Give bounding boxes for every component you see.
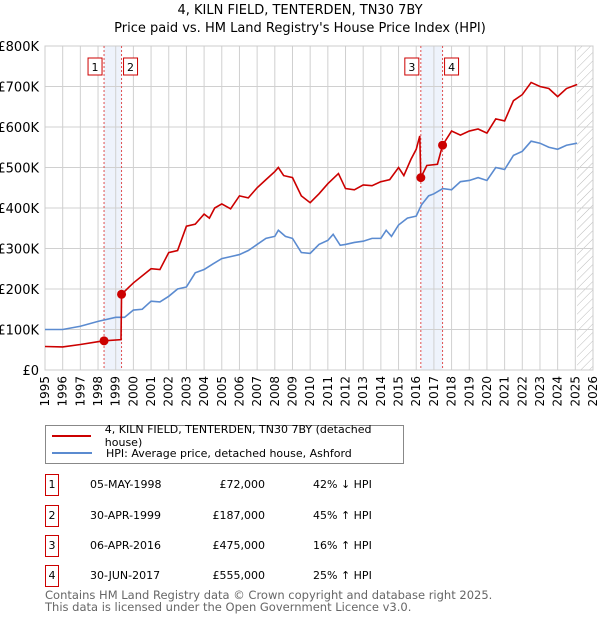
- x-tick-label: 2015: [392, 376, 406, 407]
- x-tick-label: 2013: [356, 376, 370, 407]
- transaction-number: 1: [45, 474, 59, 496]
- x-tick-label: 2011: [321, 376, 335, 407]
- y-tick-label: £0: [22, 364, 39, 379]
- y-tick-label: £200K: [0, 283, 39, 298]
- x-tick-label: 1995: [38, 376, 52, 407]
- x-tick-label: 2026: [586, 376, 600, 407]
- legend: 4, KILN FIELD, TENTERDEN, TN30 7BY (deta…: [45, 423, 404, 464]
- transaction-number: 2: [45, 505, 59, 527]
- sale-point: [117, 289, 127, 299]
- legend-property: 4, KILN FIELD, TENTERDEN, TN30 7BY (deta…: [104, 423, 372, 449]
- x-tick-label: 2022: [515, 376, 529, 407]
- legend-blue-line: [52, 452, 92, 454]
- transaction-date: 05-MAY-1998: [90, 478, 162, 491]
- x-tick-label: 2001: [144, 376, 158, 407]
- x-tick-label: 2004: [197, 376, 211, 407]
- x-tick-label: 2008: [268, 376, 282, 407]
- price-chart: 1995 1996 1997 1998 1999 2000 2001 2002 2003 2004…: [0, 40, 600, 407]
- transaction-date: 06-APR-2016: [90, 539, 162, 552]
- footer: Contains HM Land Registry data © Crown c…: [45, 589, 492, 613]
- x-tick-label: 2014: [374, 376, 388, 407]
- x-tick-label: 1998: [91, 376, 105, 407]
- sale-label: 3: [408, 61, 415, 74]
- x-tick-label: 2025: [568, 376, 582, 407]
- x-tick-label: 2017: [427, 376, 441, 407]
- plot-frame: [44, 45, 594, 371]
- x-tick-label: 2000: [126, 376, 140, 407]
- x-tick-label: 2021: [498, 376, 512, 407]
- transaction-price: £187,000: [212, 509, 266, 522]
- y-tick-label: £300K: [0, 243, 39, 258]
- transaction-row: 2 30-APR-1999 £187,000 45% ↑ HPI: [45, 505, 445, 527]
- transaction-price: £555,000: [212, 569, 266, 582]
- x-tick-label: 2018: [445, 376, 459, 407]
- sale-label-box: [87, 57, 103, 76]
- sale-label-box: [123, 57, 139, 76]
- sale-point: [99, 336, 109, 346]
- x-tick-label: 1999: [109, 376, 123, 407]
- y-tick-label: £400K: [0, 202, 39, 217]
- chart-subtitle: Price paid vs. HM Land Registry's House …: [114, 21, 486, 36]
- sale-point: [438, 140, 448, 150]
- transaction-date: 30-JUN-2017: [90, 569, 161, 582]
- x-tick-label: 2006: [232, 376, 246, 407]
- x-tick-label: 2020: [480, 376, 494, 407]
- x-tick-label: 2009: [285, 376, 299, 407]
- chart-title: 4, KILN FIELD, TENTERDEN, TN30 7BY: [177, 3, 423, 18]
- x-tick-label: 2010: [303, 376, 317, 407]
- x-tick-label: 2012: [339, 376, 353, 407]
- sale-point: [416, 173, 426, 183]
- x-tick-label: 2005: [215, 376, 229, 407]
- transaction-hpi: 45% ↑ HPI: [313, 509, 372, 522]
- transaction-number: 3: [45, 535, 59, 557]
- x-tick-label: 1996: [56, 376, 70, 407]
- x-tick-label: 2002: [162, 376, 176, 407]
- transaction-hpi: 16% ↑ HPI: [313, 539, 372, 552]
- sale-label: 4: [448, 61, 455, 74]
- transaction-row: 1 05-MAY-1998 £72,000 42% ↓ HPI: [45, 474, 445, 496]
- x-tick-label: 2024: [551, 376, 565, 407]
- transaction-price: £475,000: [212, 539, 266, 552]
- transaction-number: 4: [45, 565, 59, 587]
- sale-label-box: [404, 57, 420, 76]
- transaction-hpi: 42% ↓ HPI: [313, 478, 372, 491]
- y-tick-label: £800K: [0, 40, 39, 55]
- x-tick-label: 2003: [179, 376, 193, 407]
- footer-copyright: Contains HM Land Registry data © Crown c…: [45, 588, 493, 602]
- footer-licence: This data is licensed under the Open Gov…: [45, 600, 412, 614]
- legend-hpi: HPI: Average price, detached house, Ashf…: [106, 446, 352, 460]
- y-tick-label: £600K: [0, 121, 39, 136]
- series-line: [45, 140, 578, 331]
- sale-label: 2: [127, 61, 134, 74]
- transaction-date: 30-APR-1999: [90, 509, 162, 522]
- x-tick-label: 2007: [250, 376, 264, 407]
- sale-label-box: [444, 57, 460, 76]
- sale-label: 1: [92, 61, 99, 74]
- x-tick-label: 2016: [409, 376, 423, 407]
- transaction-hpi: 25% ↑ HPI: [313, 569, 372, 582]
- transaction-row: 3 06-APR-2016 £475,000 16% ↑ HPI: [45, 535, 445, 557]
- x-tick-label: 1997: [73, 376, 87, 407]
- legend-red-line: [52, 435, 91, 437]
- transaction-price: £72,000: [219, 478, 266, 491]
- x-tick-label: 2019: [462, 376, 476, 407]
- series-line: [44, 81, 578, 348]
- y-tick-label: £100K: [0, 324, 39, 339]
- transaction-row: 4 30-JUN-2017 £555,000 25% ↑ HPI: [45, 565, 445, 587]
- y-tick-label: £700K: [0, 81, 39, 96]
- x-tick-label: 2023: [533, 376, 547, 407]
- y-tick-label: £500K: [0, 162, 39, 177]
